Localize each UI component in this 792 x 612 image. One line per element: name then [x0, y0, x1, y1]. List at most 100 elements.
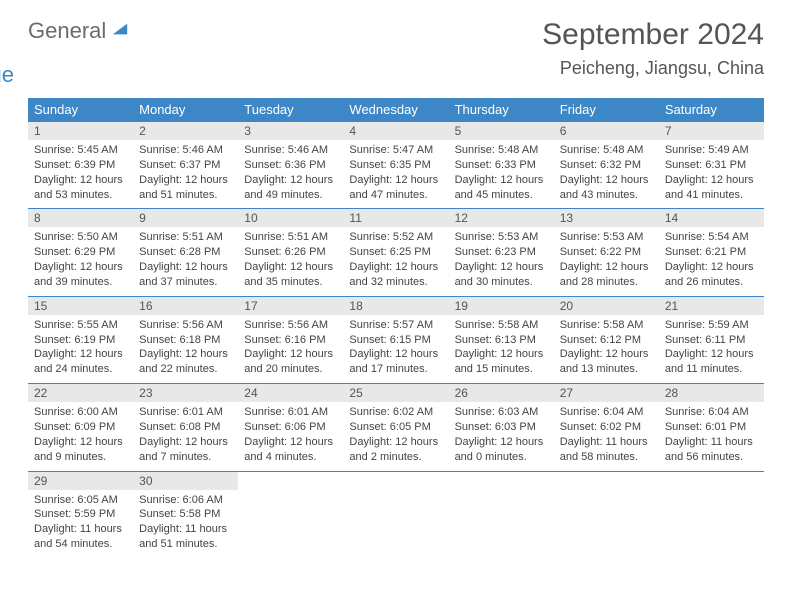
- dow-sunday: Sunday: [28, 98, 133, 122]
- day-cell: 3Sunrise: 5:46 AMSunset: 6:36 PMDaylight…: [238, 122, 343, 209]
- day-number: 28: [659, 384, 764, 402]
- day-cell: 29Sunrise: 6:05 AMSunset: 5:59 PMDayligh…: [28, 471, 133, 558]
- day-body: Sunrise: 5:54 AMSunset: 6:21 PMDaylight:…: [659, 227, 764, 295]
- logo-word1: General: [28, 18, 106, 43]
- day-number: 16: [133, 297, 238, 315]
- week-row: 1Sunrise: 5:45 AMSunset: 6:39 PMDaylight…: [28, 122, 764, 209]
- day-body: Sunrise: 5:48 AMSunset: 6:33 PMDaylight:…: [449, 140, 554, 208]
- day-body: Sunrise: 5:51 AMSunset: 6:28 PMDaylight:…: [133, 227, 238, 295]
- day-cell: 8Sunrise: 5:50 AMSunset: 6:29 PMDaylight…: [28, 209, 133, 296]
- day-body: Sunrise: 6:00 AMSunset: 6:09 PMDaylight:…: [28, 402, 133, 470]
- day-body: Sunrise: 5:56 AMSunset: 6:18 PMDaylight:…: [133, 315, 238, 383]
- day-body: Sunrise: 6:04 AMSunset: 6:01 PMDaylight:…: [659, 402, 764, 470]
- day-body: Sunrise: 5:53 AMSunset: 6:23 PMDaylight:…: [449, 227, 554, 295]
- week-row: 8Sunrise: 5:50 AMSunset: 6:29 PMDaylight…: [28, 209, 764, 296]
- day-number: 10: [238, 209, 343, 227]
- day-body: Sunrise: 5:56 AMSunset: 6:16 PMDaylight:…: [238, 315, 343, 383]
- day-body: Sunrise: 5:48 AMSunset: 6:32 PMDaylight:…: [554, 140, 659, 208]
- logo-word2: Blue: [0, 62, 129, 88]
- day-number: 15: [28, 297, 133, 315]
- day-cell: 16Sunrise: 5:56 AMSunset: 6:18 PMDayligh…: [133, 296, 238, 383]
- dow-saturday: Saturday: [659, 98, 764, 122]
- day-cell: 19Sunrise: 5:58 AMSunset: 6:13 PMDayligh…: [449, 296, 554, 383]
- day-number: 6: [554, 122, 659, 140]
- day-number: 23: [133, 384, 238, 402]
- day-cell: 17Sunrise: 5:56 AMSunset: 6:16 PMDayligh…: [238, 296, 343, 383]
- day-number: 21: [659, 297, 764, 315]
- day-cell: 12Sunrise: 5:53 AMSunset: 6:23 PMDayligh…: [449, 209, 554, 296]
- day-cell: ..: [238, 471, 343, 558]
- day-body: Sunrise: 5:47 AMSunset: 6:35 PMDaylight:…: [343, 140, 448, 208]
- dow-row: SundayMondayTuesdayWednesdayThursdayFrid…: [28, 98, 764, 122]
- day-cell: 1Sunrise: 5:45 AMSunset: 6:39 PMDaylight…: [28, 122, 133, 209]
- day-cell: 5Sunrise: 5:48 AMSunset: 6:33 PMDaylight…: [449, 122, 554, 209]
- day-cell: 20Sunrise: 5:58 AMSunset: 6:12 PMDayligh…: [554, 296, 659, 383]
- day-number: 4: [343, 122, 448, 140]
- day-number: 19: [449, 297, 554, 315]
- day-body: Sunrise: 5:51 AMSunset: 6:26 PMDaylight:…: [238, 227, 343, 295]
- day-body: Sunrise: 6:05 AMSunset: 5:59 PMDaylight:…: [28, 490, 133, 558]
- day-cell: 7Sunrise: 5:49 AMSunset: 6:31 PMDaylight…: [659, 122, 764, 209]
- day-number: 8: [28, 209, 133, 227]
- day-cell: 9Sunrise: 5:51 AMSunset: 6:28 PMDaylight…: [133, 209, 238, 296]
- day-body: Sunrise: 5:55 AMSunset: 6:19 PMDaylight:…: [28, 315, 133, 383]
- week-row: 15Sunrise: 5:55 AMSunset: 6:19 PMDayligh…: [28, 296, 764, 383]
- day-body: Sunrise: 5:49 AMSunset: 6:31 PMDaylight:…: [659, 140, 764, 208]
- day-cell: 24Sunrise: 6:01 AMSunset: 6:06 PMDayligh…: [238, 384, 343, 471]
- day-body: Sunrise: 5:57 AMSunset: 6:15 PMDaylight:…: [343, 315, 448, 383]
- day-body: Sunrise: 5:52 AMSunset: 6:25 PMDaylight:…: [343, 227, 448, 295]
- day-body: Sunrise: 6:01 AMSunset: 6:08 PMDaylight:…: [133, 402, 238, 470]
- day-cell: 27Sunrise: 6:04 AMSunset: 6:02 PMDayligh…: [554, 384, 659, 471]
- day-cell: 18Sunrise: 5:57 AMSunset: 6:15 PMDayligh…: [343, 296, 448, 383]
- day-body: Sunrise: 5:46 AMSunset: 6:37 PMDaylight:…: [133, 140, 238, 208]
- day-body: Sunrise: 5:50 AMSunset: 6:29 PMDaylight:…: [28, 227, 133, 295]
- day-cell: 28Sunrise: 6:04 AMSunset: 6:01 PMDayligh…: [659, 384, 764, 471]
- day-number: 30: [133, 472, 238, 490]
- day-number: 25: [343, 384, 448, 402]
- week-row: 22Sunrise: 6:00 AMSunset: 6:09 PMDayligh…: [28, 384, 764, 471]
- logo-triangle-icon: [111, 20, 129, 38]
- day-body: Sunrise: 5:58 AMSunset: 6:13 PMDaylight:…: [449, 315, 554, 383]
- dow-friday: Friday: [554, 98, 659, 122]
- day-number: 12: [449, 209, 554, 227]
- day-number: 24: [238, 384, 343, 402]
- week-row: 29Sunrise: 6:05 AMSunset: 5:59 PMDayligh…: [28, 471, 764, 558]
- day-body: Sunrise: 5:46 AMSunset: 6:36 PMDaylight:…: [238, 140, 343, 208]
- day-cell: 21Sunrise: 5:59 AMSunset: 6:11 PMDayligh…: [659, 296, 764, 383]
- logo: General Blue: [28, 18, 129, 88]
- day-body: Sunrise: 6:06 AMSunset: 5:58 PMDaylight:…: [133, 490, 238, 558]
- day-number: 22: [28, 384, 133, 402]
- day-body: Sunrise: 5:58 AMSunset: 6:12 PMDaylight:…: [554, 315, 659, 383]
- dow-thursday: Thursday: [449, 98, 554, 122]
- header-right: September 2024 Peicheng, Jiangsu, China: [542, 18, 764, 79]
- day-body: Sunrise: 6:01 AMSunset: 6:06 PMDaylight:…: [238, 402, 343, 470]
- day-cell: ..: [343, 471, 448, 558]
- day-number: 11: [343, 209, 448, 227]
- day-number: 9: [133, 209, 238, 227]
- day-number: 7: [659, 122, 764, 140]
- day-number: 20: [554, 297, 659, 315]
- day-body: Sunrise: 6:02 AMSunset: 6:05 PMDaylight:…: [343, 402, 448, 470]
- header: General Blue September 2024 Peicheng, Ji…: [28, 18, 764, 88]
- day-cell: 25Sunrise: 6:02 AMSunset: 6:05 PMDayligh…: [343, 384, 448, 471]
- day-cell: 30Sunrise: 6:06 AMSunset: 5:58 PMDayligh…: [133, 471, 238, 558]
- day-cell: 14Sunrise: 5:54 AMSunset: 6:21 PMDayligh…: [659, 209, 764, 296]
- day-number: 18: [343, 297, 448, 315]
- day-body: Sunrise: 6:04 AMSunset: 6:02 PMDaylight:…: [554, 402, 659, 470]
- day-number: 27: [554, 384, 659, 402]
- day-number: 3: [238, 122, 343, 140]
- day-body: Sunrise: 5:45 AMSunset: 6:39 PMDaylight:…: [28, 140, 133, 208]
- day-cell: ..: [554, 471, 659, 558]
- day-number: 26: [449, 384, 554, 402]
- day-cell: 11Sunrise: 5:52 AMSunset: 6:25 PMDayligh…: [343, 209, 448, 296]
- day-cell: 6Sunrise: 5:48 AMSunset: 6:32 PMDaylight…: [554, 122, 659, 209]
- day-number: 5: [449, 122, 554, 140]
- day-number: 1: [28, 122, 133, 140]
- day-cell: ..: [449, 471, 554, 558]
- day-body: Sunrise: 5:53 AMSunset: 6:22 PMDaylight:…: [554, 227, 659, 295]
- page-title: September 2024: [542, 18, 764, 52]
- day-cell: 2Sunrise: 5:46 AMSunset: 6:37 PMDaylight…: [133, 122, 238, 209]
- dow-monday: Monday: [133, 98, 238, 122]
- day-body: Sunrise: 5:59 AMSunset: 6:11 PMDaylight:…: [659, 315, 764, 383]
- day-number: 29: [28, 472, 133, 490]
